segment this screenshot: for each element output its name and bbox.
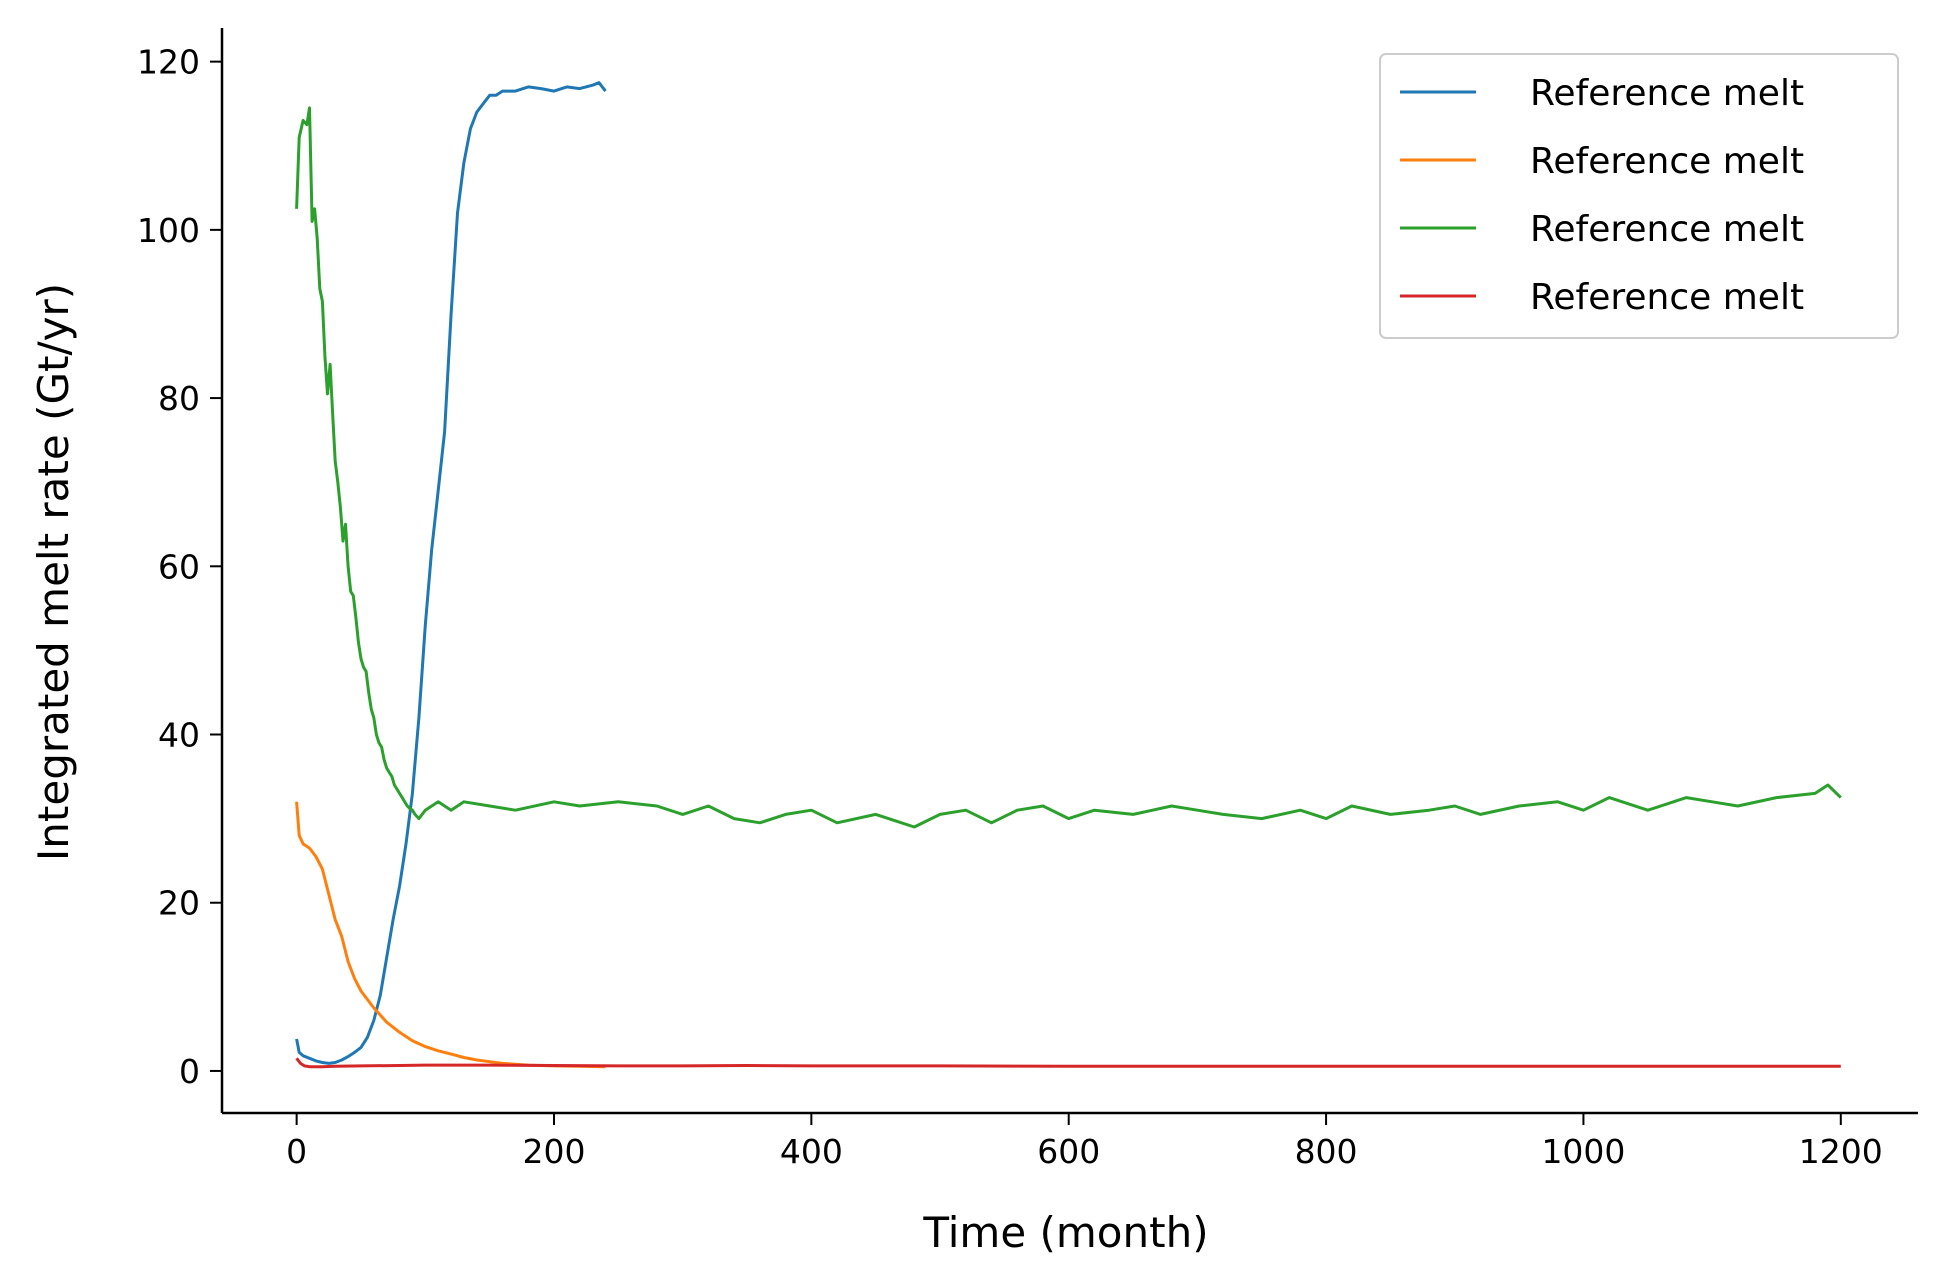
series-line-4: [295, 1057, 1841, 1069]
legend-box: [1379, 53, 1899, 339]
y-tick-label: 20: [158, 884, 200, 923]
x-tick-label: 400: [780, 1132, 843, 1171]
legend-entry-4: Reference melt: [1530, 277, 1804, 318]
series-line-1: [295, 81, 607, 1065]
y-tick-label: 100: [137, 211, 200, 250]
legend-entry-1: Reference melt: [1530, 73, 1804, 114]
series-line-3: [295, 106, 1842, 829]
x-tick-label: 800: [1295, 1132, 1358, 1171]
x-tick-label: 0: [286, 1132, 307, 1171]
legend: Reference melt Reference melt Reference me…: [1379, 53, 1899, 339]
x-tick-label: 1000: [1541, 1132, 1625, 1171]
x-axis-label: Time (month): [922, 1208, 1208, 1257]
legend-entry-3: Reference melt: [1530, 209, 1804, 250]
axes: [220, 28, 1918, 1115]
x-tick-label: 200: [522, 1132, 585, 1171]
y-axis-label: Integrated melt rate (Gt/yr): [29, 283, 78, 861]
y-tick-label: 120: [137, 43, 200, 82]
ticks: 0 200 400 600 800 1000 1200 0 20 40 60 80 100 120: [137, 43, 1883, 1171]
y-tick-label: 40: [158, 716, 200, 755]
legend-entry-2: Reference melt: [1530, 141, 1804, 182]
plot-lines: [295, 81, 1842, 1069]
y-tick-label: 0: [179, 1052, 200, 1091]
y-tick-label: 60: [158, 547, 200, 586]
y-tick-label: 80: [158, 379, 200, 418]
series-line-2: [295, 801, 606, 1069]
x-tick-label: 600: [1037, 1132, 1100, 1171]
x-tick-label: 1200: [1799, 1132, 1883, 1171]
